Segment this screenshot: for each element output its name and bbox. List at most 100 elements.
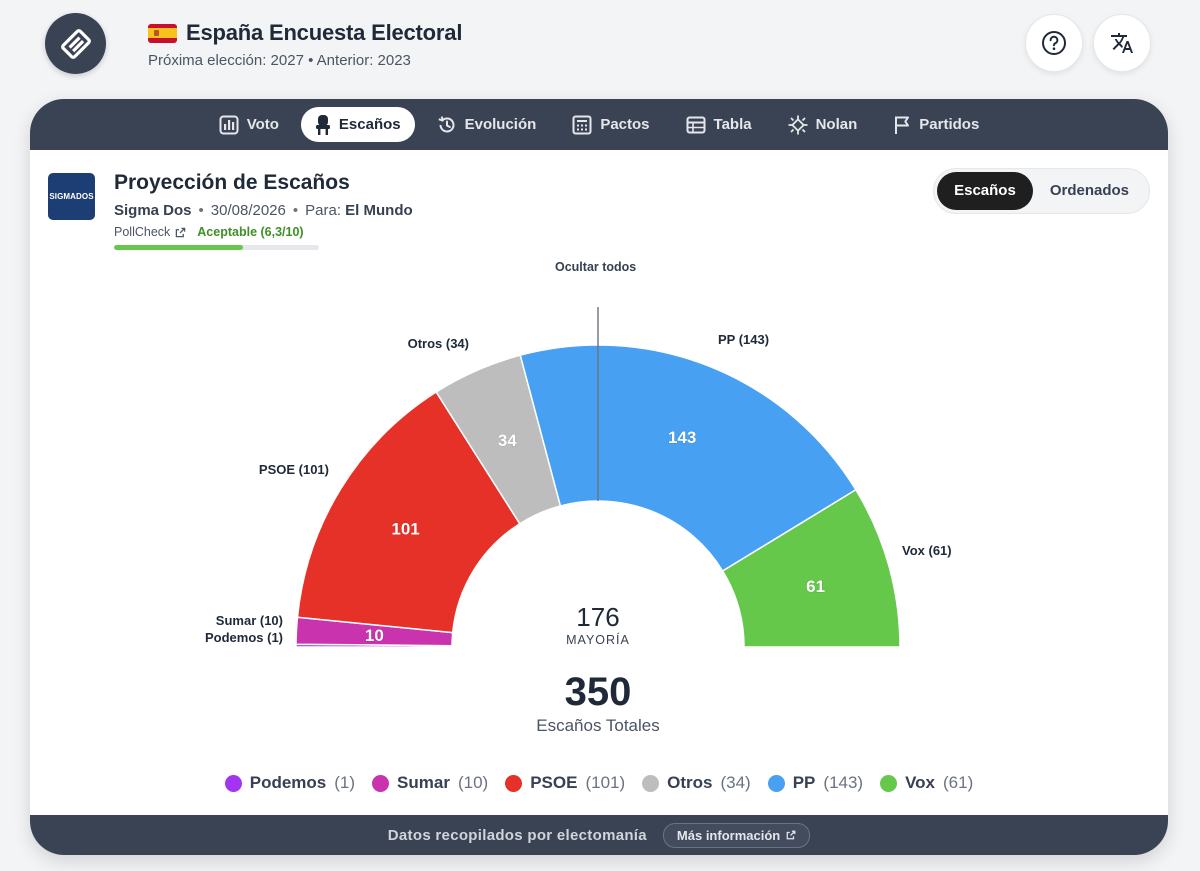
total-seats-label: Escaños Totales [536,716,659,735]
legend-item-sumar[interactable]: Sumar (10) [372,773,488,793]
tab-pactos[interactable]: Pactos [558,107,663,142]
help-button[interactable] [1025,14,1083,72]
app-subtitle: Próxima elección: 2027 • Anterior: 2023 [148,52,411,69]
grade-bar-fill [114,245,244,250]
external-link-icon [786,830,796,840]
majority-label: MAYORÍA [566,632,630,647]
segment-label-podemos: Podemos (1) [205,630,283,645]
segment-value-psoe: 101 [391,519,419,538]
legend-item-psoe[interactable]: PSOE (101) [505,773,625,793]
tab-nolan-label: Nolan [815,116,858,133]
flag-icon [895,116,910,134]
table-icon [686,116,706,133]
legend-count: (10) [457,773,489,792]
tab-pactos-label: Pactos [600,116,650,133]
tab-voto-label: Voto [246,116,279,133]
segment-value-otros: 34 [498,431,517,450]
legend-count: (101) [585,773,626,792]
poll-media: El Mundo [345,202,413,219]
legend-name: Sumar [397,773,450,792]
tab-escanos-label: Escaños [338,116,401,133]
segment-label-vox: Vox (61) [902,543,952,558]
more-info-label: Más información [676,827,781,843]
pollster-name[interactable]: Sigma Dos [114,202,192,219]
segment-pp[interactable] [519,344,857,573]
segment-label-otros: Otros (34) [408,336,469,351]
view-toggle: Escaños Ordenados [933,168,1150,214]
legend-dot [767,774,785,792]
total-seats-value: 350 [565,670,632,714]
legend-dot [880,774,898,792]
poll-meta: Sigma Dos • 30/08/2026 • Para: El Mundo [114,202,413,219]
segment-label-pp: PP (143) [718,332,769,347]
footer: Datos recopilados por electomanía Más in… [30,815,1168,855]
segment-value-vox: 61 [806,577,825,596]
pollcheck-grade: Aceptable (6,3/10) [197,225,304,239]
majority-value: 176 [576,602,619,632]
tab-partidos-label: Partidos [919,116,980,133]
legend-name: PP [792,773,816,792]
pollster-logo: SIGMADOS [48,173,95,220]
legend-name: Vox [905,773,936,792]
tab-evolucion-label: Evolución [464,116,537,133]
grade-bar [114,245,319,250]
legend-item-pp[interactable]: PP (143) [767,773,864,793]
header: España Encuesta Electoral Próxima elecci… [148,20,462,69]
legend: Podemos (1) Sumar (10) PSOE (101) Otros (34) PP (… [30,773,1168,793]
legend-count: (61) [943,773,974,792]
legend-item-podemos[interactable]: Podemos (1) [224,773,356,793]
segment-value-sumar: 10 [365,626,384,645]
pollcheck-link[interactable]: PollCheck Aceptable (6,3/10) [114,225,413,239]
app-logo[interactable] [45,13,106,74]
legend-count: (34) [720,773,751,792]
legend-dot [642,774,660,792]
tab-tabla-label: Tabla [713,116,752,133]
legend-dot [505,774,523,792]
tab-bar: Voto Escaños Evolución [30,99,1168,150]
nolan-icon [788,115,808,134]
segment-value-pp: 143 [668,428,696,447]
main-card: Voto Escaños Evolución [30,99,1168,855]
tab-tabla[interactable]: Tabla [672,107,766,142]
help-circle-icon [1042,31,1066,55]
poll-for-label: Para: [305,202,341,219]
legend-name: Otros [667,773,713,792]
tab-escanos[interactable]: Escaños [300,107,415,142]
segment-label-psoe: PSOE (101) [259,462,329,477]
segment-vox[interactable] [721,488,901,648]
tab-voto[interactable]: Voto [205,107,293,142]
legend-dot [372,774,390,792]
tab-nolan[interactable]: Nolan [774,107,872,142]
toggle-escanos[interactable]: Escaños [937,172,1033,210]
legend-name: PSOE [530,773,578,792]
logo-icon [60,28,91,59]
spain-flag-icon [148,23,177,43]
hemicycle-chart: Podemos (1) 10 Sumar (10) 101 PSOE (101) 34 Ot… [205,307,952,735]
footer-text: Datos recopilados por electomanía [387,826,647,844]
app-title: España Encuesta Electoral [186,20,463,45]
bar-chart-icon [219,115,239,134]
legend-item-otros[interactable]: Otros (34) [642,773,751,793]
poll-title: Proyección de Escaños [114,171,350,194]
hide-all-button[interactable]: Ocultar todos [555,260,637,274]
pollcheck-label: PollCheck [114,225,171,239]
legend-count: (1) [334,773,356,792]
legend-item-vox[interactable]: Vox (61) [880,773,973,793]
poll-date: 30/08/2026 [210,202,286,219]
external-link-icon [176,227,186,237]
legend-count: (143) [823,773,864,792]
poll-info: Proyección de Escaños Sigma Dos • 30/08/… [114,171,413,250]
tab-partidos[interactable]: Partidos [879,107,993,142]
seat-icon [315,114,330,135]
toggle-ordenados[interactable]: Ordenados [1049,182,1129,199]
tab-evolucion[interactable]: Evolución [423,107,551,142]
calculator-icon [572,115,592,134]
more-info-button[interactable]: Más información [662,822,811,848]
translate-icon [1111,33,1133,53]
translate-button[interactable] [1093,14,1151,72]
segment-label-sumar: Sumar (10) [216,613,283,628]
segment-psoe[interactable] [296,390,521,634]
legend-name: Podemos [249,773,327,792]
legend-dot [224,774,242,792]
history-icon [438,115,455,132]
